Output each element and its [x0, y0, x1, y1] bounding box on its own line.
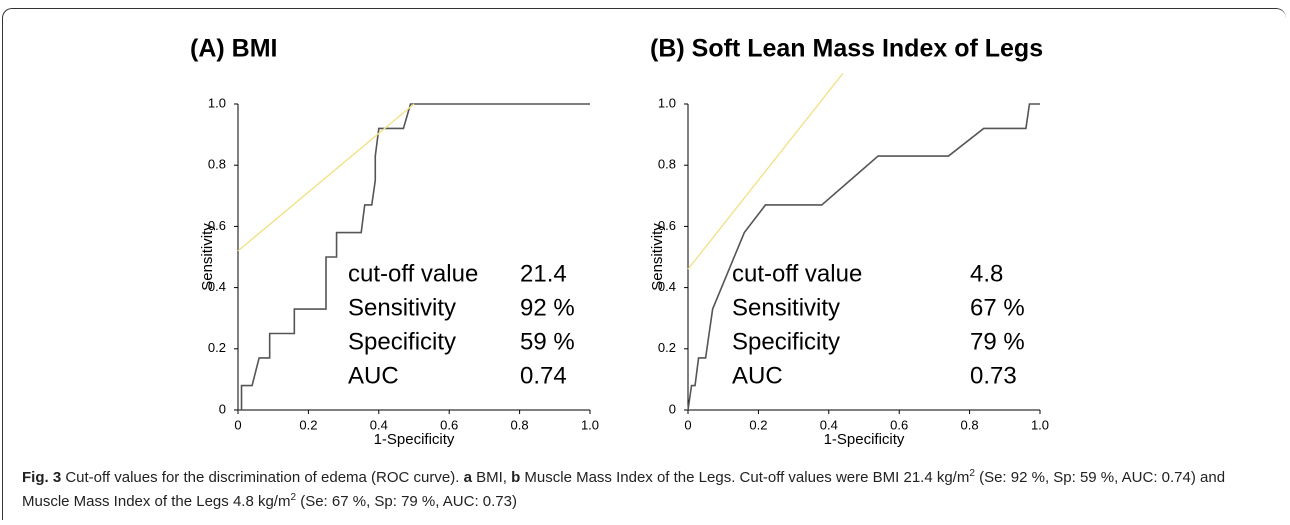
y-tick-label: 0.2: [658, 340, 676, 355]
caption: Fig. 3 Cut-off values for the discrimina…: [22, 466, 1272, 514]
x-tick-label: 0.6: [890, 417, 908, 432]
stat-label: cut-off value: [348, 260, 478, 287]
x-tick-label: 1.0: [581, 417, 599, 432]
stat-label: Sensitivity: [732, 294, 840, 321]
x-tick-label: 0: [684, 417, 691, 432]
y-axis-label: Sensitivity: [199, 223, 216, 291]
y-tick-label: 0.2: [208, 340, 226, 355]
x-tick-label: 0.2: [299, 417, 317, 432]
chart-title: (B) Soft Lean Mass Index of Legs: [650, 35, 1043, 63]
caption-text: Cut-off values for the discrimination of…: [61, 469, 464, 486]
caption-text: (Se: 92 %, Sp: 59 %, AUC: 0.74) and Musc…: [22, 469, 1226, 510]
caption-text: Fig. 3: [22, 469, 62, 486]
roc-curve: [238, 103, 590, 411]
stat-label: Sensitivity: [348, 294, 456, 321]
caption-text: 2: [290, 492, 297, 503]
stat-label: cut-off value: [732, 260, 862, 287]
stat-value: 92 %: [520, 294, 575, 321]
y-tick-label: 1.0: [208, 95, 226, 110]
caption-text: a: [463, 469, 472, 486]
stat-label: Specificity: [732, 328, 840, 355]
roc-curve: [687, 103, 1040, 411]
tangent-line: [237, 103, 415, 252]
x-tick-label: 0.6: [440, 417, 458, 432]
y-axis-label: Sensitivity: [649, 223, 666, 291]
stat-label: Specificity: [348, 328, 456, 355]
y-tick-label: 0.8: [658, 157, 676, 172]
stat-value: 59 %: [520, 328, 575, 355]
caption-text: (Se: 67 %, Sp: 79 %, AUC: 0.73): [296, 493, 517, 510]
x-tick-label: 0.2: [749, 417, 767, 432]
x-tick-label: 0.8: [511, 417, 529, 432]
figure-frame: [2, 8, 1286, 520]
y-tick-label: 0: [669, 401, 676, 416]
x-tick-label: 0.8: [961, 417, 979, 432]
x-tick-label: 0: [234, 417, 241, 432]
y-tick-label: 0.8: [208, 157, 226, 172]
x-tick-label: 0.4: [820, 417, 838, 432]
caption-text: Muscle Mass Index of the Legs. Cut-off v…: [520, 469, 970, 486]
stat-value: 4.8: [970, 260, 1003, 287]
y-tick-label: 0.4: [208, 279, 226, 294]
x-tick-label: 1.0: [1031, 417, 1049, 432]
stat-value: 79 %: [970, 328, 1025, 355]
x-tick-label: 0.4: [370, 417, 388, 432]
stat-value: 0.74: [520, 362, 567, 389]
caption-text: 2: [969, 468, 975, 479]
charts: (A) BMI 1-Specificity Sensitivity 0 0.2 0.4 0.…: [190, 35, 1049, 448]
stat-label: AUC: [348, 362, 399, 389]
y-tick-label: 0.4: [658, 279, 676, 294]
y-tick-label: 0.6: [658, 218, 676, 233]
caption-text: BMI,: [471, 469, 512, 486]
tangent-line: [687, 72, 844, 270]
caption-text: b: [511, 469, 521, 486]
x-axis-label: 1-Specificity: [374, 431, 455, 448]
chart-title: (A) BMI: [190, 35, 277, 63]
stat-label: AUC: [732, 362, 783, 389]
stat-value: 21.4: [520, 260, 567, 287]
y-tick-label: 0.6: [208, 218, 226, 233]
stat-value: 0.73: [970, 362, 1017, 389]
x-axis-label: 1-Specificity: [824, 431, 905, 448]
y-tick-label: 0: [219, 401, 226, 416]
y-tick-label: 1.0: [658, 95, 676, 110]
stat-value: 67 %: [970, 294, 1025, 321]
